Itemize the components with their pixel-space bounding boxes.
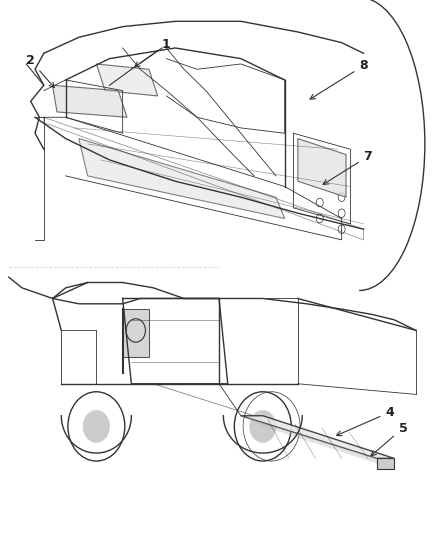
Polygon shape — [241, 416, 394, 469]
Circle shape — [250, 410, 276, 442]
Polygon shape — [241, 416, 394, 458]
Polygon shape — [53, 85, 127, 117]
Polygon shape — [377, 458, 394, 469]
Text: 5: 5 — [371, 422, 407, 456]
Polygon shape — [123, 309, 149, 357]
Text: 8: 8 — [310, 59, 368, 99]
Text: 1: 1 — [134, 38, 171, 67]
Text: 2: 2 — [26, 54, 54, 87]
Text: 7: 7 — [323, 150, 372, 184]
Circle shape — [83, 410, 110, 442]
Polygon shape — [298, 139, 346, 197]
Polygon shape — [96, 64, 158, 96]
Polygon shape — [79, 139, 285, 219]
Text: 4: 4 — [336, 406, 394, 436]
